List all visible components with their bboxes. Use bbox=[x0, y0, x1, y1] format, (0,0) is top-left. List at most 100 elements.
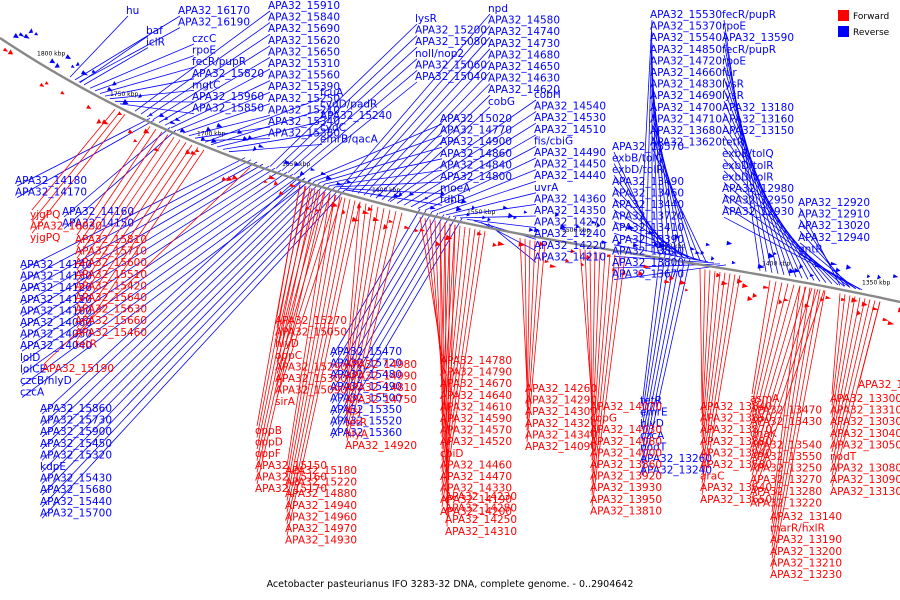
forward-gene-label[interactable]: APA32_13580 bbox=[700, 459, 772, 471]
forward-gene-label[interactable]: APA32_14940 bbox=[285, 500, 357, 512]
reverse-gene-label[interactable]: APA32_15690 bbox=[268, 23, 340, 35]
reverse-gene-label[interactable]: APA32_14210 bbox=[534, 251, 606, 263]
reverse-gene-label[interactable]: cobG bbox=[488, 96, 515, 108]
forward-gene-label[interactable]: APA32_14590 bbox=[440, 413, 512, 425]
forward-gene-label[interactable]: APA32_15510 bbox=[75, 269, 147, 281]
reverse-gene-label[interactable]: APA32_13240 bbox=[640, 465, 712, 477]
reverse-gene-label[interactable]: APA32_15020 bbox=[440, 113, 512, 125]
forward-gene-label[interactable]: APA32_14780 bbox=[440, 355, 512, 367]
reverse-gene-label[interactable]: mgtC bbox=[192, 79, 220, 91]
forward-gene-label[interactable]: APA32_13040 bbox=[830, 428, 900, 440]
forward-gene-label[interactable]: APA32_15420 bbox=[75, 280, 147, 292]
reverse-gene-label[interactable]: APA32_15530 bbox=[650, 9, 722, 21]
reverse-gene-label[interactable]: exbB/tolQ bbox=[722, 148, 774, 160]
reverse-gene-label[interactable]: fecR/pupR bbox=[722, 9, 776, 21]
reverse-gene-label[interactable]: APA32_14690 bbox=[650, 90, 722, 102]
forward-gene-label[interactable]: APA32_15640 bbox=[75, 292, 147, 304]
reverse-gene-label[interactable]: cobH bbox=[534, 89, 561, 101]
reverse-gene-label[interactable]: APA32_14580 bbox=[488, 15, 560, 27]
reverse-gene-label[interactable]: APA32_15520 bbox=[330, 416, 402, 428]
forward-gene-label[interactable]: tetR bbox=[75, 338, 97, 350]
reverse-gene-label[interactable]: APA32_15820 bbox=[192, 68, 264, 80]
reverse-gene-label[interactable]: APA32_13410 bbox=[612, 222, 684, 234]
forward-gene-label[interactable]: APA32_13140 bbox=[770, 511, 842, 523]
forward-gene-label[interactable]: APA32_14520 bbox=[440, 436, 512, 448]
reverse-gene-label[interactable]: APA32_15320 bbox=[40, 449, 112, 461]
forward-gene-label[interactable]: APA32_14960 bbox=[285, 511, 357, 523]
reverse-gene-label[interactable]: APA32_14440 bbox=[534, 170, 606, 182]
reverse-gene-label[interactable]: APA32_13720 bbox=[612, 211, 684, 223]
reverse-gene-label[interactable]: APA32_14840 bbox=[440, 159, 512, 171]
reverse-gene-label[interactable]: APA32_16170 bbox=[178, 5, 250, 17]
forward-gene-label[interactable]: APA32_13250 bbox=[750, 463, 822, 475]
reverse-gene-label[interactable]: exbD/tolR bbox=[612, 164, 664, 176]
reverse-gene-label[interactable]: APA32_13440 bbox=[612, 199, 684, 211]
reverse-gene-label[interactable]: APA32_15620 bbox=[268, 35, 340, 47]
reverse-gene-label[interactable]: APA32_13620 bbox=[650, 137, 722, 149]
forward-gene-label[interactable]: APA32_13030 bbox=[830, 416, 900, 428]
forward-gene-label[interactable]: APA32_14090 bbox=[525, 441, 597, 453]
reverse-gene-label[interactable]: APA32_15060 bbox=[415, 59, 487, 71]
forward-gene-label[interactable]: APA32_14000 bbox=[590, 447, 662, 459]
reverse-gene-label[interactable]: iclR bbox=[146, 37, 165, 49]
forward-gene-label[interactable]: APA32_14200 bbox=[440, 506, 512, 518]
reverse-gene-label[interactable]: APA32_15200 bbox=[415, 25, 487, 37]
reverse-gene-label[interactable]: APA32_13570 bbox=[612, 141, 684, 153]
forward-gene-label[interactable]: APA32_14470 bbox=[440, 471, 512, 483]
reverse-gene-label[interactable]: APA32_14770 bbox=[440, 125, 512, 137]
reverse-gene-label[interactable]: APA32_15250 bbox=[268, 93, 340, 105]
reverse-gene-label[interactable]: APA32_15960 bbox=[192, 91, 264, 103]
reverse-gene-label[interactable]: APA32_14800 bbox=[440, 171, 512, 183]
forward-gene-label[interactable]: APA32_13080 bbox=[830, 463, 900, 475]
forward-gene-label[interactable]: APA32_14230 bbox=[445, 491, 517, 503]
reverse-gene-label[interactable]: APA32_14350 bbox=[534, 205, 606, 217]
forward-gene-label[interactable]: APA32_13850 bbox=[700, 413, 772, 425]
forward-gene-label[interactable]: APA32_14460 bbox=[440, 459, 512, 471]
reverse-gene-label[interactable]: APA32_12930 bbox=[722, 206, 794, 218]
forward-gene-label[interactable]: APA32_13470 bbox=[750, 405, 822, 417]
forward-gene-label[interactable]: APA32_14990 bbox=[345, 371, 417, 383]
reverse-gene-label[interactable]: APA32_14240 bbox=[534, 228, 606, 240]
reverse-gene-label[interactable]: rpoE bbox=[192, 45, 216, 57]
forward-gene-label[interactable]: APA32_15460 bbox=[75, 327, 147, 339]
reverse-gene-label[interactable]: APA32_14900 bbox=[440, 136, 512, 148]
reverse-gene-label[interactable]: czcB/hlyD bbox=[20, 375, 72, 387]
forward-gene-label[interactable]: asmA bbox=[750, 393, 780, 405]
reverse-gene-label[interactable]: lysR bbox=[722, 90, 744, 102]
forward-gene-label[interactable]: APA32_15090 bbox=[275, 385, 347, 397]
reverse-gene-label[interactable]: tetR bbox=[722, 137, 744, 149]
reverse-gene-label[interactable]: APA32_14270 bbox=[534, 217, 606, 229]
reverse-gene-label[interactable]: hu bbox=[126, 5, 139, 17]
reverse-gene-label[interactable]: APA32_14040 bbox=[20, 340, 92, 352]
forward-gene-label[interactable]: APA32_13950 bbox=[590, 494, 662, 506]
reverse-gene-label[interactable]: APA32_14530 bbox=[534, 112, 606, 124]
forward-gene-label[interactable]: nodT bbox=[830, 451, 857, 463]
reverse-gene-label[interactable]: APA32_15560 bbox=[268, 70, 340, 82]
reverse-gene-label[interactable]: APA32_13820 bbox=[612, 245, 684, 257]
reverse-gene-label[interactable]: czcA bbox=[640, 430, 665, 442]
reverse-gene-label[interactable]: nodT bbox=[640, 441, 667, 453]
reverse-gene-label[interactable]: APA32_14830 bbox=[650, 79, 722, 91]
reverse-gene-label[interactable]: APA32_14150 bbox=[62, 218, 134, 230]
reverse-gene-label[interactable]: fis/cbiG bbox=[534, 135, 573, 147]
reverse-gene-label[interactable]: APA32_14140 bbox=[20, 259, 92, 271]
reverse-gene-label[interactable]: APA32_13800 bbox=[612, 257, 684, 269]
reverse-gene-label[interactable]: fdhD bbox=[440, 194, 465, 206]
forward-gene-label[interactable]: oppD bbox=[255, 437, 283, 449]
reverse-gene-label[interactable]: APA32_14730 bbox=[488, 38, 560, 50]
reverse-gene-label[interactable]: fur bbox=[722, 67, 737, 79]
forward-gene-label[interactable]: APA32_15190 bbox=[42, 363, 114, 375]
reverse-gene-label[interactable]: moeA bbox=[440, 183, 471, 195]
reverse-gene-label[interactable]: nolI/nop2 bbox=[415, 48, 464, 60]
reverse-gene-label[interactable]: APA32_14860 bbox=[440, 148, 512, 160]
forward-gene-label[interactable]: APA32_13930 bbox=[590, 482, 662, 494]
forward-gene-label[interactable]: hlyA bbox=[345, 429, 369, 441]
reverse-gene-label[interactable]: APA32_14170 bbox=[15, 187, 87, 199]
reverse-gene-label[interactable]: APA32_15900 bbox=[40, 426, 112, 438]
forward-gene-label[interactable]: dnaK bbox=[750, 428, 778, 440]
reverse-gene-label[interactable]: gntR bbox=[798, 243, 823, 255]
reverse-gene-label[interactable]: APA32_14490 bbox=[534, 147, 606, 159]
reverse-gene-label[interactable]: APA32_14130 bbox=[20, 271, 92, 283]
forward-gene-label[interactable]: APA32_13200 bbox=[770, 546, 842, 558]
forward-gene-label[interactable]: APA32_15180 bbox=[285, 465, 357, 477]
